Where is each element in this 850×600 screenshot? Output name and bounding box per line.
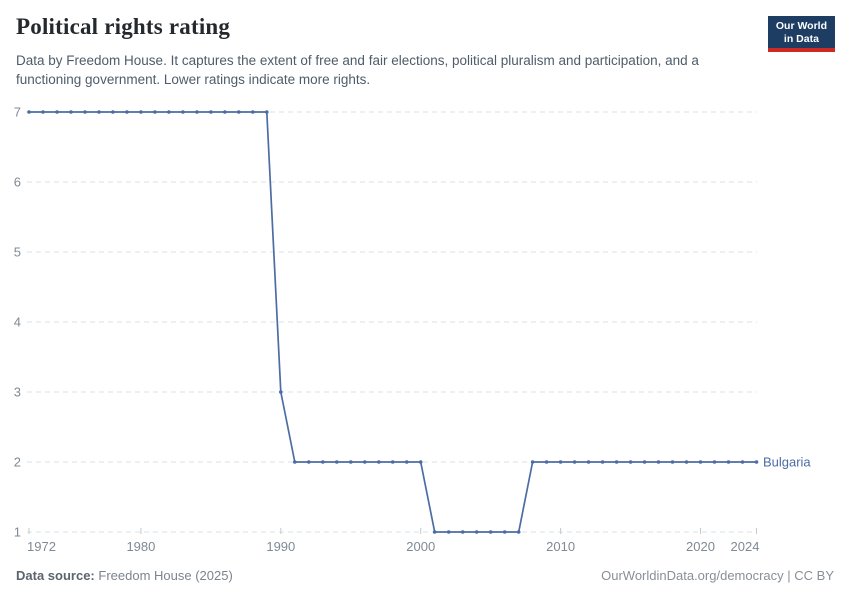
x-axis-label: 2010 <box>546 539 575 554</box>
data-point[interactable] <box>600 460 605 464</box>
owid-logo-line1: Our World <box>775 20 827 32</box>
data-point[interactable] <box>27 110 31 114</box>
data-point[interactable] <box>628 460 633 464</box>
data-point[interactable] <box>516 530 521 534</box>
data-point[interactable] <box>139 110 143 114</box>
data-point[interactable] <box>181 110 185 114</box>
y-axis-label: 2 <box>14 455 21 470</box>
line-chart: 1 2 3 4 5 6 7 1972 1980 1990 2000 2010 2020 2024 Bulga… <box>14 105 812 555</box>
x-axis-label: 1980 <box>126 539 155 554</box>
chart-subtitle: Data by Freedom House. It captures the e… <box>16 53 699 88</box>
data-point[interactable] <box>558 460 563 464</box>
y-axis-label: 6 <box>14 175 21 190</box>
owid-logo-line2: in Data <box>783 32 819 45</box>
data-point[interactable] <box>153 110 157 114</box>
data-point[interactable] <box>684 460 689 464</box>
x-axis-label: 1972 <box>27 539 56 554</box>
data-point[interactable] <box>488 530 493 534</box>
series-label-bulgaria[interactable]: Bulgaria <box>763 455 811 470</box>
data-point[interactable] <box>544 460 549 464</box>
data-point[interactable] <box>321 460 325 464</box>
data-point[interactable] <box>530 460 535 464</box>
data-point[interactable] <box>265 110 269 114</box>
data-point[interactable] <box>279 390 283 394</box>
y-axis-label: 4 <box>14 315 21 330</box>
data-point[interactable] <box>698 460 703 464</box>
data-point[interactable] <box>209 110 213 114</box>
data-point[interactable] <box>418 460 423 464</box>
data-source-label: Data source: <box>16 568 95 583</box>
x-axis-label: 2024 <box>731 539 760 554</box>
data-point[interactable] <box>363 460 367 464</box>
data-point[interactable] <box>307 460 311 464</box>
data-point[interactable] <box>404 460 409 464</box>
data-point[interactable] <box>335 460 339 464</box>
chart-footer: Data source: Freedom House (2025) OurWor… <box>16 568 834 583</box>
data-point[interactable] <box>251 110 255 114</box>
data-source-value: Freedom House (2025) <box>98 568 233 583</box>
y-axis-label: 5 <box>14 245 21 260</box>
owid-logo[interactable]: Our World in Data <box>767 16 835 53</box>
data-point[interactable] <box>349 460 353 464</box>
data-point[interactable] <box>614 460 619 464</box>
data-point[interactable] <box>125 110 129 114</box>
data-point[interactable] <box>69 110 73 114</box>
data-point[interactable] <box>712 460 717 464</box>
x-axis-label: 2020 <box>686 539 715 554</box>
data-point[interactable] <box>390 460 395 464</box>
data-point[interactable] <box>432 530 437 534</box>
data-point[interactable] <box>656 460 661 464</box>
page-title: Political rights rating <box>16 14 231 39</box>
data-point[interactable] <box>572 460 577 464</box>
data-point[interactable] <box>642 460 647 464</box>
data-point[interactable] <box>586 460 591 464</box>
data-point[interactable] <box>740 460 745 464</box>
data-point[interactable] <box>670 460 675 464</box>
data-point[interactable] <box>223 110 227 114</box>
credit-link[interactable]: OurWorldinData.org/democracy | CC BY <box>601 568 834 583</box>
data-point[interactable] <box>237 110 241 114</box>
x-axis-label: 2000 <box>406 539 435 554</box>
data-point[interactable] <box>83 110 87 114</box>
data-point[interactable] <box>754 460 759 464</box>
data-point[interactable] <box>446 530 451 534</box>
y-axis-label: 1 <box>14 525 21 540</box>
data-point[interactable] <box>726 460 731 464</box>
data-point[interactable] <box>460 530 465 534</box>
data-point[interactable] <box>474 530 479 534</box>
data-point[interactable] <box>97 110 101 114</box>
data-point[interactable] <box>293 460 297 464</box>
data-point[interactable] <box>111 110 115 114</box>
y-axis-label: 3 <box>14 385 21 400</box>
data-point[interactable] <box>55 110 59 114</box>
data-point[interactable] <box>502 530 507 534</box>
data-point[interactable] <box>41 110 45 114</box>
data-point[interactable] <box>195 110 199 114</box>
data-point[interactable] <box>377 460 381 464</box>
data-source: Data source: Freedom House (2025) <box>16 568 233 583</box>
y-axis-label: 7 <box>14 105 21 120</box>
data-point[interactable] <box>167 110 171 114</box>
x-axis-label: 1990 <box>266 539 295 554</box>
